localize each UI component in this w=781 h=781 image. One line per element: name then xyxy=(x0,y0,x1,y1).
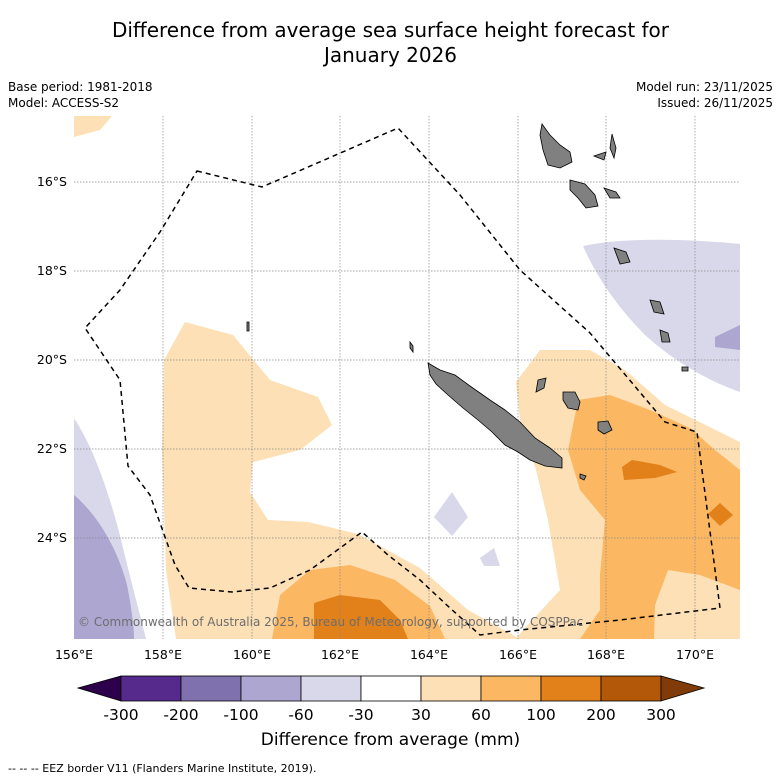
loyalty-island-3 xyxy=(535,377,547,393)
lon-label-156e: 156°E xyxy=(55,647,93,662)
colorbar-segment-8 xyxy=(540,675,602,702)
lon-label-162e: 162°E xyxy=(321,647,359,662)
eez-footnote: -- -- -- EEZ border V11 (Flanders Marine… xyxy=(8,762,317,775)
lat-label-20s: 20°S xyxy=(37,352,67,367)
colorbar-tick-3: -100 xyxy=(223,706,258,724)
gridlines xyxy=(74,116,740,639)
map-area: © Commonwealth of Australia 2025, Bureau… xyxy=(74,116,740,639)
model-run-text: Model run: 23/11/2025 xyxy=(635,80,773,94)
copyright-text: © Commonwealth of Australia 2025, Bureau… xyxy=(78,615,583,629)
islet-1 xyxy=(579,473,587,481)
colorbar-tick-2: -200 xyxy=(163,706,198,724)
lat-label-18s: 18°S xyxy=(37,263,67,278)
lon-labels: 156°E 158°E 160°E 162°E 164°E 166°E 168°… xyxy=(55,647,714,662)
model-text: Model: ACCESS-S2 xyxy=(8,96,120,110)
colorbar-tick-1: -300 xyxy=(103,706,138,724)
lat-label-22s: 22°S xyxy=(37,441,67,456)
colorbar-tick-10: 300 xyxy=(646,706,676,724)
colorbar-segment-4 xyxy=(300,675,362,702)
loyalty-island-2 xyxy=(597,420,613,435)
anomaly-positive-100-200 xyxy=(314,460,733,639)
lon-label-168e: 168°E xyxy=(587,647,625,662)
colorbar-tick-8: 100 xyxy=(526,706,556,724)
colorbar: -300 -200 -100 -60 -30 30 60 100 200 300 xyxy=(76,675,706,724)
colorbar-tick-9: 200 xyxy=(586,706,616,724)
colorbar-segment-9 xyxy=(600,675,662,702)
colorbar-tick-6: 30 xyxy=(411,706,431,724)
vanuatu-island-3 xyxy=(609,133,617,160)
meta-left: Base period: 1981-2018 Model: ACCESS-S2 xyxy=(8,79,153,111)
lat-labels: 16°S 18°S 20°S 22°S 24°S xyxy=(37,174,67,545)
loyalty-island-1 xyxy=(562,391,581,411)
base-period-text: Base period: 1981-2018 xyxy=(8,80,153,94)
lon-label-158e: 158°E xyxy=(144,647,182,662)
colorbar-under-arrow xyxy=(76,675,122,702)
lat-label-24s: 24°S xyxy=(37,530,67,545)
vanuatu-island-6 xyxy=(613,247,631,265)
colorbar-tick-5: -30 xyxy=(348,706,373,724)
islet-3 xyxy=(409,340,414,354)
meta-right: Model run: 23/11/2025 Issued: 26/11/2025 xyxy=(636,79,773,111)
lon-label-160e: 160°E xyxy=(233,647,271,662)
vanuatu-island-2 xyxy=(569,179,599,209)
colorbar-segment-1 xyxy=(120,675,182,702)
vanuatu-island-8 xyxy=(659,329,671,343)
lon-label-164e: 164°E xyxy=(410,647,448,662)
colorbar-tick-7: 60 xyxy=(471,706,491,724)
colorbar-segment-6 xyxy=(420,675,482,702)
colorbar-label: Difference from average (mm) xyxy=(260,730,521,750)
vanuatu-island-4 xyxy=(592,151,607,161)
colorbar-segment-3 xyxy=(240,675,302,702)
vanuatu-island-1 xyxy=(539,123,573,169)
colorbar-over-arrow xyxy=(660,675,706,702)
title-line-2: January 2026 xyxy=(323,43,458,67)
land-masses xyxy=(246,123,689,481)
vanuatu-island-7 xyxy=(649,299,665,315)
colorbar-tick-4: -60 xyxy=(288,706,313,724)
islet-4 xyxy=(681,366,689,372)
new-caledonia-island xyxy=(427,362,563,469)
issued-text: Issued: 26/11/2025 xyxy=(657,96,773,110)
lon-label-170e: 170°E xyxy=(676,647,714,662)
islet-2 xyxy=(246,321,250,332)
lon-label-166e: 166°E xyxy=(499,647,537,662)
chart-title: Difference from average sea surface heig… xyxy=(0,18,781,68)
colorbar-segment-2 xyxy=(180,675,242,702)
anomaly-negative-60-100 xyxy=(74,325,740,639)
lat-label-16s: 16°S xyxy=(37,174,67,189)
colorbar-segment-7 xyxy=(480,675,542,702)
vanuatu-island-5 xyxy=(603,187,621,199)
colorbar-segment-5 xyxy=(360,675,422,702)
title-line-1: Difference from average sea surface heig… xyxy=(111,18,670,42)
